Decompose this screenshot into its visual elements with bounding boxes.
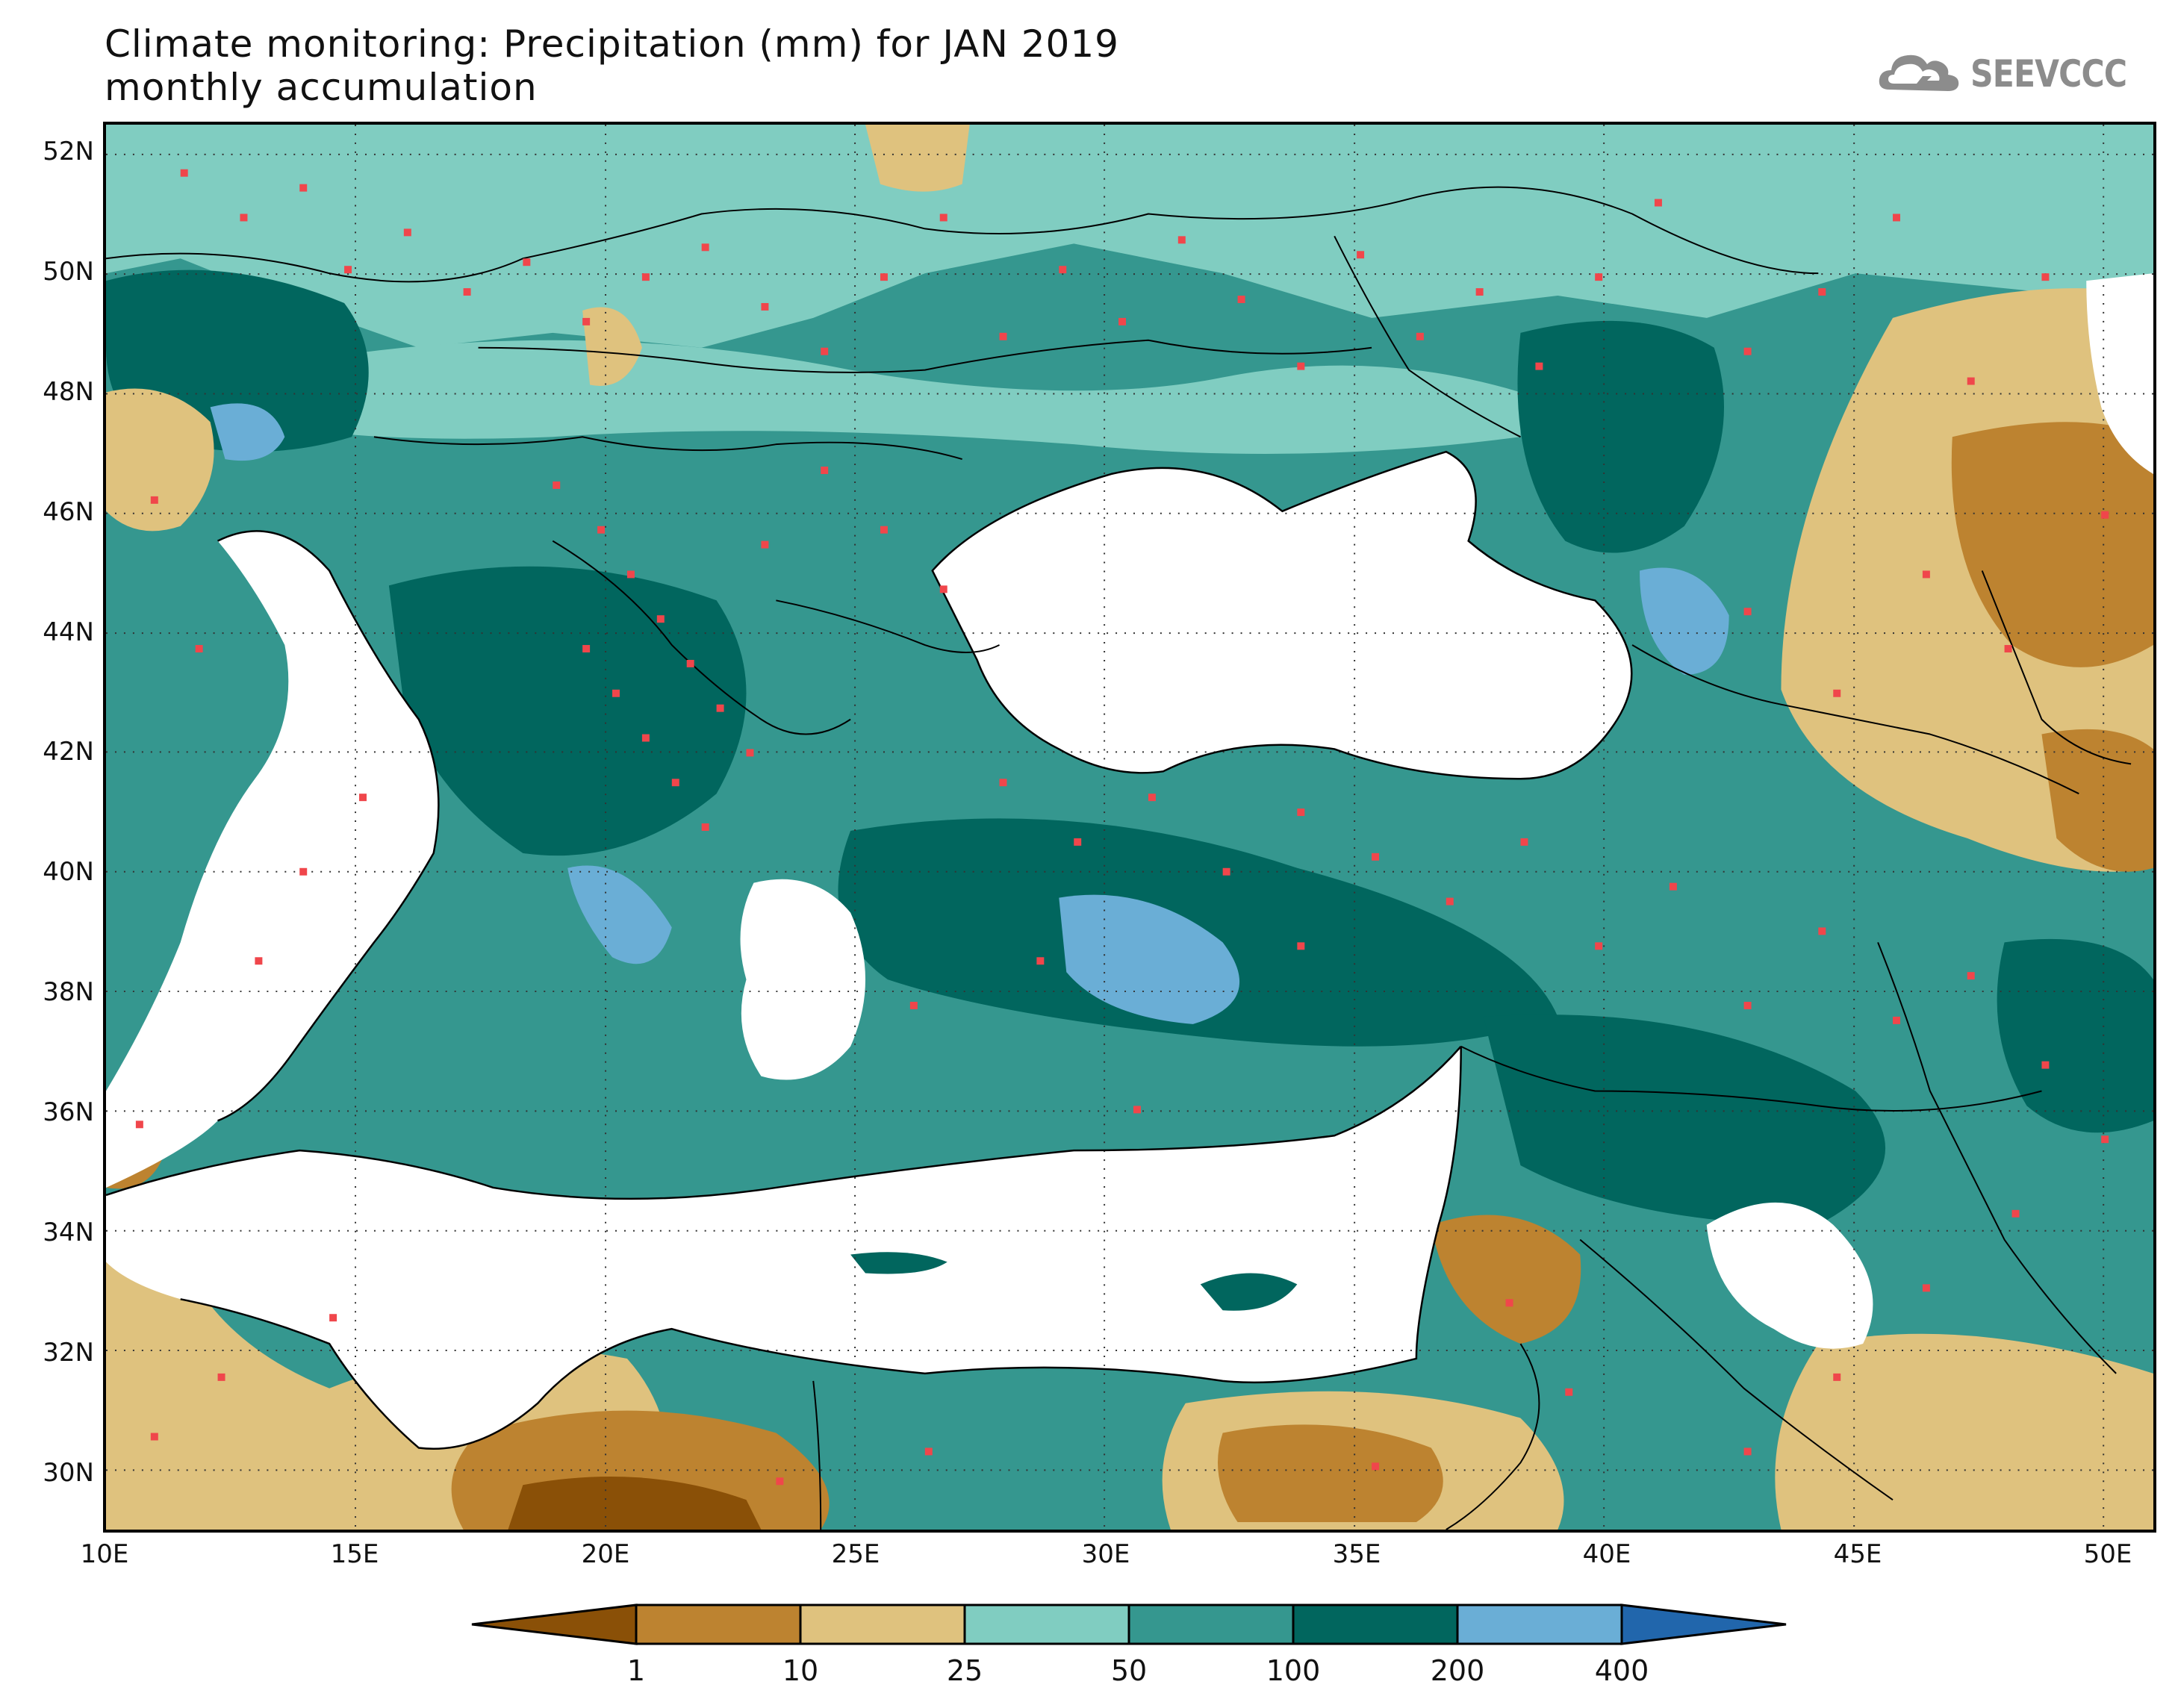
precip-zone-caucasus-west	[1517, 320, 1725, 553]
lat-label: 42N	[43, 737, 94, 767]
lon-label: 40E	[1582, 1539, 1631, 1569]
lat-label: 34N	[43, 1218, 94, 1247]
lat-label: 36N	[43, 1097, 94, 1127]
colorbar-label: 1	[626, 1654, 646, 1687]
precip-zone-north-light	[106, 125, 2153, 348]
lat-label: 46N	[43, 497, 94, 527]
colorbar-segment	[1620, 1603, 1787, 1645]
precip-zone-zagros	[1997, 938, 2153, 1133]
precip-zone-dry-north	[865, 125, 970, 192]
precip-zone-drier-sinai	[1217, 1424, 1443, 1523]
precip-zone-balkans	[388, 566, 747, 856]
lon-label: 25E	[831, 1539, 880, 1569]
country-borders	[106, 186, 2132, 1530]
lat-label: 38N	[43, 977, 94, 1007]
lat-label: 50N	[43, 257, 94, 287]
colorbar-segment	[799, 1603, 966, 1645]
station-markers	[135, 169, 2109, 1486]
mediterranean-sea	[106, 531, 1461, 1449]
island-cyprus	[1200, 1273, 1298, 1311]
lon-label: 30E	[1081, 1539, 1130, 1569]
lon-label: 15E	[330, 1539, 379, 1569]
colorbar-label: 400	[1594, 1654, 1649, 1687]
seevccc-logo: SEEVCCC	[1875, 46, 2154, 102]
lon-label: 35E	[1332, 1539, 1381, 1569]
precip-zone-levant	[1483, 1014, 1886, 1225]
precip-zone-blue-anatolia	[1059, 894, 1240, 1024]
colorbar-segment	[1127, 1603, 1295, 1645]
precip-zone-drier-syria	[1431, 1215, 1581, 1344]
black-sea	[932, 452, 1632, 779]
lon-label: 20E	[581, 1539, 630, 1569]
lat-label: 48N	[43, 377, 94, 407]
map-canvas	[106, 125, 2153, 1530]
precip-zone-blue-greece	[567, 865, 672, 964]
precip-zone-central-light	[255, 340, 1521, 454]
title-line-1: Climate monitoring: Precipitation (mm) f…	[105, 22, 1119, 66]
precip-zone-dry-iraq	[1775, 1333, 2153, 1530]
colorbar-svg	[471, 1603, 1787, 1645]
precip-zone-blue-alps	[210, 403, 285, 461]
caspian-gap	[2086, 273, 2153, 475]
lat-label: 40N	[43, 857, 94, 887]
colorbar-segment	[1292, 1603, 1459, 1645]
precip-zone-drier-caspian	[1951, 422, 2153, 667]
title-line-2: monthly accumulation	[105, 66, 538, 109]
island-crete	[850, 1252, 948, 1274]
colorbar-label: 100	[1266, 1654, 1321, 1687]
cloud-icon	[1875, 46, 1964, 102]
colorbar-segment	[1456, 1603, 1623, 1645]
lat-label: 44N	[43, 617, 94, 647]
precip-zone-blue-caucasus	[1640, 567, 1729, 675]
precip-zone-dry-pannonia	[582, 307, 642, 386]
map-area	[103, 122, 2156, 1533]
aegean-sea	[740, 879, 866, 1080]
lat-label: 30N	[43, 1458, 94, 1488]
colorbar-segment	[635, 1603, 802, 1645]
lon-label: 10E	[80, 1539, 129, 1569]
lon-label: 45E	[1833, 1539, 1882, 1569]
colorbar-segment	[963, 1603, 1130, 1645]
precip-zone-dry-italy	[106, 388, 214, 532]
lat-label: 32N	[43, 1338, 94, 1368]
colorbar-label: 25	[946, 1654, 983, 1687]
colorbar: 1 10 25 50 100 200 400	[0, 1598, 2175, 1708]
colorbar-label: 50	[1110, 1654, 1148, 1687]
colorbar-segment	[471, 1603, 638, 1645]
precip-zone-drier-east	[2041, 729, 2153, 872]
coastlines	[106, 450, 1633, 1450]
chart-title: Climate monitoring: Precipitation (mm) f…	[105, 22, 1119, 109]
colorbar-label: 10	[782, 1654, 819, 1687]
desert-gap	[1706, 1202, 1873, 1349]
lat-label: 52N	[43, 137, 94, 166]
colorbar-label: 200	[1430, 1654, 1485, 1687]
logo-text: SEEVCCC	[1970, 52, 2127, 96]
lon-label: 50E	[2083, 1539, 2132, 1569]
precip-zone-driest-libya	[508, 1477, 762, 1530]
